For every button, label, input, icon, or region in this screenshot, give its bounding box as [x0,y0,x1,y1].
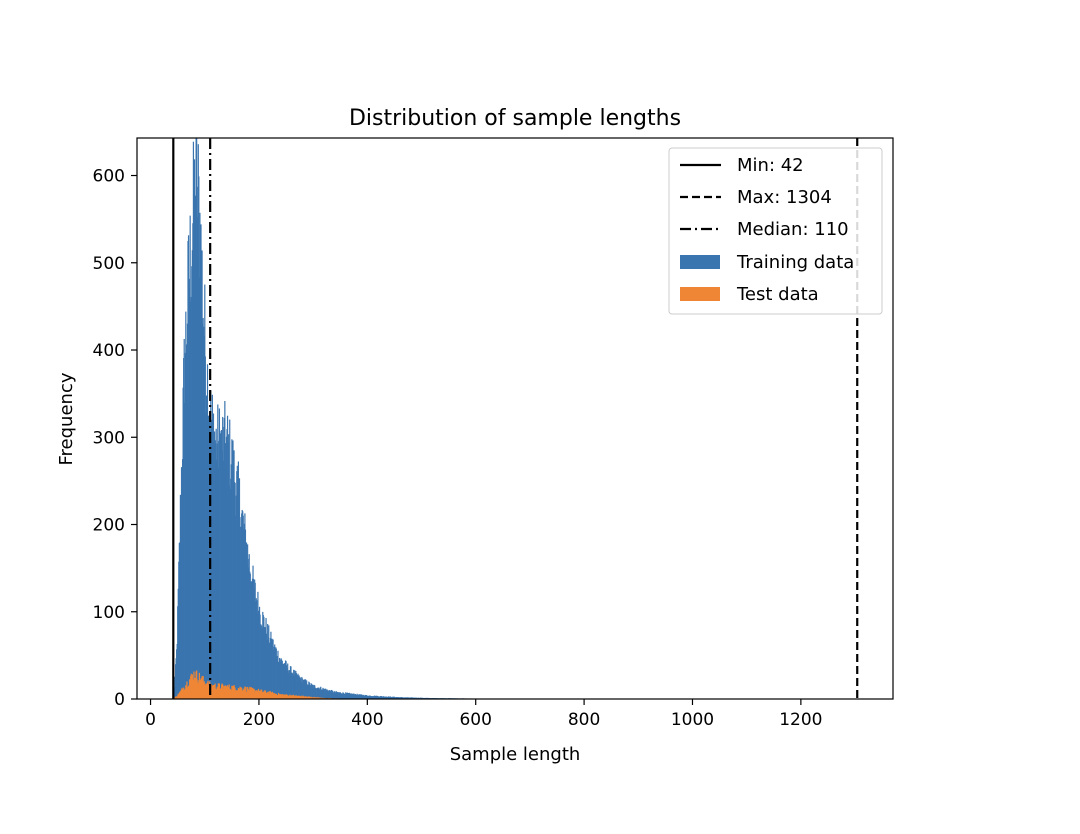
x-tick-label: 0 [145,710,156,730]
legend-test-swatch [680,287,720,301]
x-tick-label: 200 [243,710,275,730]
series-training [173,138,584,699]
y-axis-label: Frequency [56,372,77,465]
reference-lines [172,138,859,699]
legend-median-label: Median: 110 [737,219,849,240]
legend-min-label: Min: 42 [737,155,804,176]
y-axis-ticks: 0 100 200 300 400 500 600 [93,167,137,710]
legend-max-label: Max: 1304 [737,187,832,208]
x-tick-label: 1000 [671,710,714,730]
histogram-bars [173,138,584,699]
legend-box [668,147,883,315]
y-tick-label: 600 [93,167,125,187]
y-tick-label: 500 [93,254,125,274]
x-tick-label: 1200 [779,710,822,730]
y-tick-label: 200 [93,516,125,536]
x-axis-ticks: 0 200 400 600 800 1000 1200 [145,699,823,730]
x-tick-label: 400 [351,710,383,730]
series-test [173,670,358,699]
plot-frame [136,137,894,700]
legend-training-swatch [680,255,720,269]
y-tick-label: 100 [93,603,125,623]
chart-title: Distribution of sample lengths [349,106,681,131]
y-tick-label: 0 [114,690,125,710]
y-tick-label: 300 [93,428,125,448]
legend-training-label: Training data [736,252,854,273]
x-tick-label: 800 [568,710,600,730]
legend: Min: 42 Max: 1304 Median: 110 Training d… [668,147,883,315]
x-tick-label: 600 [459,710,491,730]
y-tick-label: 400 [93,341,125,361]
x-axis-label: Sample length [450,744,581,765]
legend-test-label: Test data [736,284,819,305]
